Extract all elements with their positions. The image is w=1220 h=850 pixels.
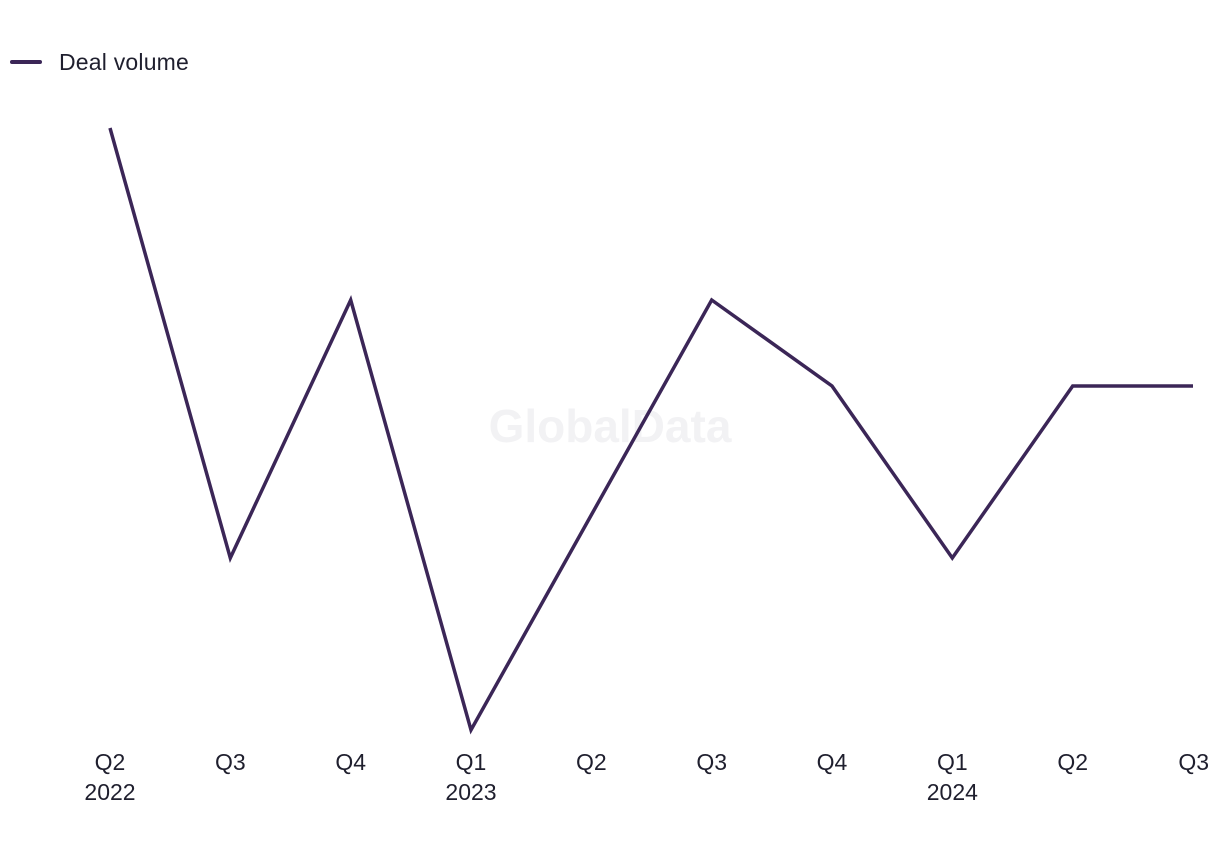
chart-legend: Deal volume — [10, 47, 189, 77]
data-point[interactable] — [104, 122, 116, 134]
data-point[interactable] — [224, 552, 236, 564]
x-tick-label: Q4 — [817, 749, 848, 775]
x-tick-year-label: 2024 — [927, 779, 978, 805]
x-tick-year-label: 2023 — [445, 779, 496, 805]
x-tick-label: Q2 — [1057, 749, 1088, 775]
x-tick-label: Q2 — [576, 749, 607, 775]
x-tick-label: Q2 — [95, 749, 126, 775]
x-tick-year-label: 2022 — [84, 779, 135, 805]
data-point[interactable] — [585, 509, 597, 521]
watermark-text: GlobalData — [489, 400, 732, 452]
x-tick-label: Q1 — [937, 749, 968, 775]
series-line-deal-volume — [108, 127, 1193, 735]
x-tick-label: Q1 — [456, 749, 487, 775]
x-tick-label: Q3 — [215, 749, 246, 775]
data-point[interactable] — [1067, 380, 1079, 392]
x-tick-label: Q3 — [1178, 749, 1209, 775]
data-point[interactable] — [1187, 380, 1199, 392]
x-axis-tick-labels: Q2 2022 Q3 Q4 Q1 2023 Q2 Q3 Q4 Q1 2024 Q2 Q3 — [84, 749, 1209, 805]
x-tick-label: Q3 — [696, 749, 727, 775]
data-point[interactable] — [706, 294, 718, 306]
legend-label-deal-volume: Deal volume — [59, 48, 190, 75]
data-point[interactable] — [946, 552, 958, 564]
series-layer — [104, 122, 1199, 736]
x-tick-label: Q4 — [335, 749, 366, 775]
legend-swatch-deal-volume — [10, 60, 42, 64]
data-point[interactable] — [465, 724, 477, 736]
data-point[interactable] — [826, 380, 838, 392]
data-point[interactable] — [345, 294, 357, 306]
